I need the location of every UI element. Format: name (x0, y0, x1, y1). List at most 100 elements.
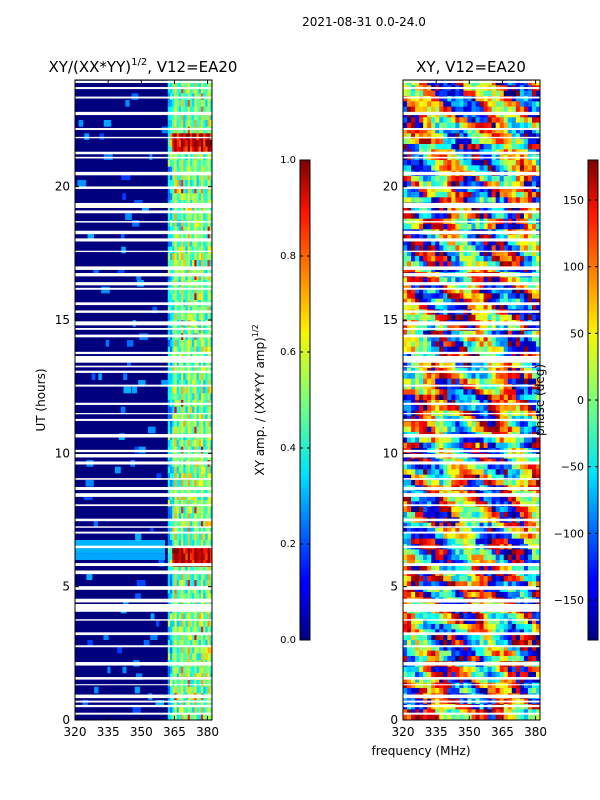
left-heatmap-cell (198, 286, 202, 294)
right-heatmap-cell (423, 362, 428, 369)
left-heatmap-cell (207, 233, 211, 241)
left-heatmap-cell (167, 153, 171, 161)
right-heatmap-cell (507, 437, 513, 443)
left-heatmap-cell (205, 420, 208, 427)
right-heatmap-cell (443, 528, 448, 534)
left-heatmap-cell (174, 373, 178, 381)
right-heatmap-cell (511, 250, 517, 257)
right-heatmap-cell (491, 298, 497, 305)
left-heatmap-cell (200, 526, 204, 534)
right-heatmap-cell (423, 176, 428, 182)
left-heatmap-cell (181, 146, 184, 154)
right-heatmap-cell (499, 362, 505, 369)
left-heatmap-cell (196, 233, 200, 241)
right-heatmap-cell (403, 261, 408, 267)
left-heatmap-cell (78, 120, 84, 127)
right-heatmap-cell (499, 117, 505, 123)
left-heatmap-cell (187, 580, 191, 587)
right-heatmap-cell (411, 293, 416, 299)
right-heatmap-cell (499, 405, 505, 411)
right-heatmap-cell (431, 288, 436, 294)
left-heatmap-cell (185, 193, 189, 201)
right-heatmap-cell (503, 288, 509, 294)
right-heatmap-cell (487, 421, 493, 427)
right-heatmap-cell (475, 346, 480, 353)
right-heatmap-cell (475, 362, 480, 369)
left-heatmap-cell (189, 206, 193, 214)
left-heatmap-cell (181, 306, 184, 314)
right-heatmap-cell (451, 394, 456, 401)
right-heatmap-cell (471, 394, 476, 401)
right-heatmap-cell (439, 352, 444, 358)
right-heatmap-cell (415, 336, 420, 342)
right-heatmap-cell (519, 394, 525, 401)
left-heatmap-cell (205, 480, 208, 487)
right-heatmap-cell (447, 90, 452, 97)
right-heatmap-cell (415, 522, 420, 529)
right-heatmap-cell (439, 288, 444, 294)
right-heatmap-cell (439, 277, 444, 283)
left-heatmap-cell (189, 146, 193, 154)
right-heatmap-cell (467, 144, 472, 150)
left-heatmap-cell (174, 253, 178, 261)
right-heatmap-cell (467, 405, 472, 411)
right-heatmap-cell (419, 384, 424, 390)
right-heatmap-cell (435, 96, 440, 102)
right-heatmap-cell (499, 165, 505, 171)
left-heatmap-cell (192, 293, 195, 301)
left-heatmap-cell (207, 546, 211, 554)
right-heatmap-cell (515, 133, 521, 139)
right-heatmap-cell (427, 362, 432, 369)
left-heatmap-cell (189, 486, 193, 494)
left-heatmap-cell (170, 366, 173, 374)
left-heatmap-cell (187, 620, 191, 627)
right-heatmap-cell (527, 181, 533, 187)
left-heatmap-cell (196, 146, 200, 154)
right-heatmap-cell (487, 384, 493, 390)
right-heatmap-cell (427, 293, 432, 299)
right-heatmap-cell (471, 165, 476, 171)
right-heatmap-cell (431, 533, 436, 539)
left-heatmap-cell (172, 313, 175, 321)
left-heatmap-cell (209, 566, 212, 574)
left-heatmap-cell (196, 473, 200, 481)
left-flagged-gap (75, 632, 212, 636)
right-heatmap-cell (483, 533, 489, 539)
left-heatmap-cell (194, 520, 197, 527)
right-heatmap-cell (451, 501, 456, 507)
left-heatmap-cell (183, 233, 186, 241)
left-heatmap-cell (209, 626, 212, 634)
right-heatmap-cell (527, 144, 533, 150)
left-heatmap-cell (187, 126, 191, 134)
right-heatmap-cell (407, 496, 412, 502)
right-heatmap-cell (523, 90, 529, 97)
right-heatmap-cell (403, 224, 408, 230)
right-heatmap-cell (451, 234, 456, 241)
right-heatmap-cell (447, 245, 452, 251)
left-heatmap-cell (192, 633, 195, 641)
left-heatmap-cell (178, 580, 182, 587)
left-heatmap-cell (167, 246, 171, 254)
right-heatmap-cell (439, 186, 444, 193)
left-heatmap-cell (178, 173, 182, 181)
left-heatmap-cell (176, 640, 180, 647)
left-heatmap-cell (209, 340, 212, 347)
left-heatmap-cell (183, 246, 186, 254)
left-heatmap-cell (176, 326, 180, 334)
left-heatmap-cell (187, 526, 191, 534)
right-heatmap-cell (479, 480, 484, 486)
left-heatmap-cell (187, 626, 191, 634)
right-heatmap-cell (535, 288, 540, 294)
left-heatmap-cell (178, 340, 182, 347)
right-heatmap-cell (495, 256, 501, 262)
right-heatmap-cell (411, 426, 416, 433)
left-heatmap-cell (167, 573, 171, 581)
right-heatmap-cell (479, 138, 484, 145)
left-heatmap-cell (207, 273, 211, 281)
left-heatmap-cell (174, 166, 178, 174)
right-heatmap-cell (491, 304, 497, 310)
right-heatmap-cell (439, 512, 444, 518)
left-heatmap-cell (183, 226, 186, 234)
right-heatmap-cell (463, 277, 468, 283)
left-heatmap-cell (194, 546, 197, 554)
